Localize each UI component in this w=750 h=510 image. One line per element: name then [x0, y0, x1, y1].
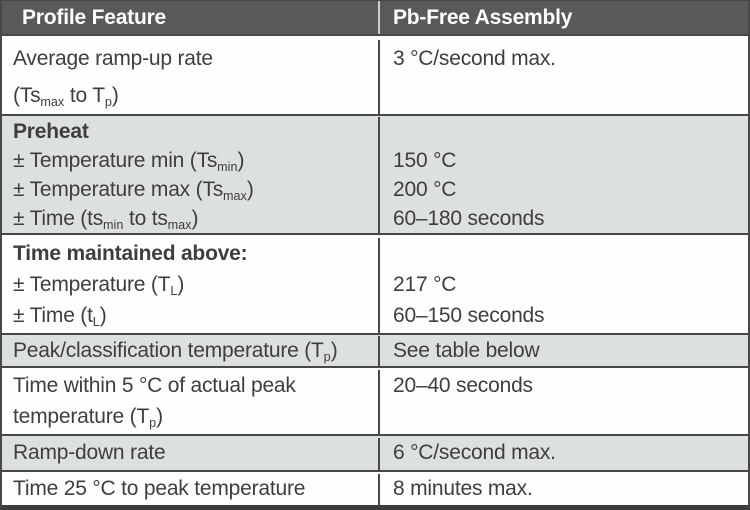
feature-line: Peak/classification temperature (Tp)	[13, 336, 378, 366]
value-line: 3 °C/second max.	[393, 40, 748, 77]
text-segment: )	[177, 273, 185, 296]
subscript-text: p	[149, 416, 157, 431]
value-cell: 3 °C/second max.	[378, 40, 748, 114]
feature-line: ± Temperature min (Tsmin)	[13, 146, 378, 175]
feature-line: Time maintained above:	[13, 238, 378, 269]
feature-line: ± Temperature (TL)	[13, 269, 378, 300]
table-header-row: Profile Feature Pb-Free Assembly	[2, 1, 748, 34]
feature-cell: Average ramp-up rate (Tsmax to Tp)	[2, 40, 378, 114]
table-row: Time within 5 °C of actual peak temperatu…	[2, 366, 748, 434]
subscript-text: max	[223, 189, 247, 204]
value-line	[393, 238, 748, 269]
text-segment: Time within 5 °C of actual peak	[13, 374, 296, 397]
value-line: 150 °C	[393, 146, 748, 175]
table-row: Average ramp-up rate (Tsmax to Tp) 3 °C/se…	[2, 34, 748, 114]
profile-table-rows: Average ramp-up rate (Tsmax to Tp) 3 °C/se…	[2, 34, 748, 505]
text-segment: )	[99, 304, 107, 327]
text-segment: to T	[64, 84, 105, 107]
feature-line: Time 25 °C to peak temperature	[13, 474, 378, 504]
table-row: Time 25 °C to peak temperature 8 minutes …	[2, 470, 748, 505]
text-segment: 200 °C	[393, 178, 457, 201]
text-segment: Ramp-down rate	[13, 441, 166, 464]
text-segment: )	[330, 339, 338, 362]
subscript-text: p	[323, 350, 331, 365]
feature-line: Ramp-down rate	[13, 438, 378, 468]
text-segment: to ts	[123, 207, 168, 230]
subscript-text: L	[92, 315, 100, 330]
table-row: Time maintained above: ± Temperature (TL)…	[2, 233, 748, 333]
feature-line: Preheat	[13, 117, 378, 146]
feature-line: (Tsmax to Tp)	[13, 77, 378, 114]
value-cell: 217 °C 60–150 seconds	[378, 238, 748, 333]
subscript-text: max	[40, 95, 65, 110]
text-segment: 20–40 seconds	[393, 374, 533, 397]
text-segment: temperature (T	[13, 405, 150, 428]
text-segment: Time 25 °C to peak temperature	[13, 477, 306, 500]
column-header-pb-free-assembly: Pb-Free Assembly	[378, 1, 748, 34]
value-cell: 150 °C 200 °C 60–180 seconds	[378, 117, 748, 233]
value-cell: 6 °C/second max.	[378, 438, 748, 470]
table-row: Peak/classification temperature (Tp) See …	[2, 333, 748, 366]
text-segment: )	[246, 178, 254, 201]
text-segment: )	[156, 405, 163, 428]
text-segment: )	[237, 149, 245, 172]
text-segment: Average ramp-up rate	[13, 47, 213, 70]
subscript-text: max	[167, 218, 192, 233]
value-cell: 20–40 seconds	[378, 370, 748, 434]
text-segment: 217 °C	[393, 273, 457, 296]
text-segment: See table below	[393, 339, 540, 362]
feature-cell: Time maintained above: ± Temperature (TL)…	[2, 238, 378, 333]
value-line: 60–180 seconds	[393, 204, 748, 233]
feature-line: Average ramp-up rate	[13, 40, 378, 77]
value-line: See table below	[393, 336, 748, 366]
text-segment: ± Temperature (T	[13, 273, 171, 296]
text-segment: ± Time (ts	[13, 207, 104, 230]
text-segment: 60–150 seconds	[393, 304, 545, 327]
feature-cell: Peak/classification temperature (Tp)	[2, 336, 378, 366]
value-cell: See table below	[378, 336, 748, 366]
feature-cell: Time 25 °C to peak temperature	[2, 474, 378, 505]
feature-line: ± Temperature max (Tsmax)	[13, 175, 378, 204]
text-segment: 60–180 seconds	[393, 207, 545, 230]
table-row: Preheat ± Temperature min (Tsmin) ± Temper…	[2, 114, 748, 233]
subscript-text: min	[103, 218, 124, 233]
feature-cell: Preheat ± Temperature min (Tsmin) ± Temper…	[2, 117, 378, 233]
subscript-text: min	[217, 160, 238, 175]
feature-line: ± Time (tL)	[13, 300, 378, 331]
value-line: 6 °C/second max.	[393, 438, 748, 468]
text-segment: 3 °C/second max.	[393, 47, 556, 70]
subscript-text: p	[104, 95, 112, 110]
subscript-text: L	[170, 284, 178, 299]
value-line: 20–40 seconds	[393, 370, 748, 401]
text-segment: ± Time (t	[13, 304, 93, 327]
value-line: 217 °C	[393, 269, 748, 300]
text-segment: Preheat	[13, 120, 89, 143]
text-segment: )	[111, 84, 119, 107]
table-row: Ramp-down rate 6 °C/second max.	[2, 434, 748, 470]
text-segment: 6 °C/second max.	[393, 441, 556, 464]
feature-cell: Ramp-down rate	[2, 438, 378, 470]
feature-cell: Time within 5 °C of actual peak temperatu…	[2, 370, 378, 434]
value-line: 60–150 seconds	[393, 300, 748, 331]
value-cell: 8 minutes max.	[378, 474, 748, 505]
column-header-profile-feature: Profile Feature	[22, 5, 167, 29]
text-segment: Time maintained above:	[13, 242, 248, 265]
text-segment: Peak/classification temperature (T	[13, 339, 324, 362]
value-line	[393, 117, 748, 146]
value-line: 200 °C	[393, 175, 748, 204]
text-segment: 8 minutes max.	[393, 477, 533, 500]
text-segment: (Ts	[13, 84, 41, 107]
feature-line: Time within 5 °C of actual peak	[13, 370, 378, 401]
feature-line: ± Time (tsmin to tsmax)	[13, 204, 378, 233]
text-segment: ± Temperature max (Ts	[13, 178, 224, 201]
value-line: 8 minutes max.	[393, 474, 748, 504]
text-segment: 150 °C	[393, 149, 457, 172]
text-segment: )	[191, 207, 199, 230]
text-segment: ± Temperature min (Ts	[13, 149, 218, 172]
feature-line: temperature (Tp)	[13, 401, 378, 432]
